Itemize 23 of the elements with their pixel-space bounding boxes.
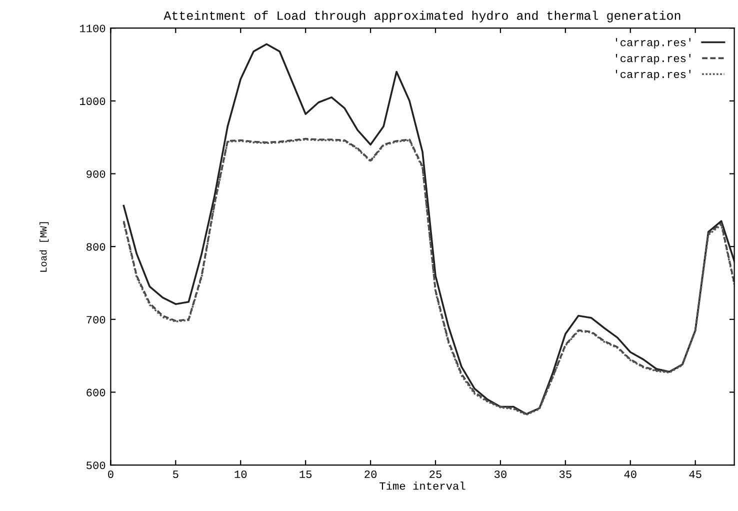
y-tick-label: 500 [86,462,106,470]
legend-label: 'carrap.res' [616,70,690,80]
y-tick-label: 600 [86,388,106,396]
y-tick-label: 900 [86,170,106,178]
y-tick-label: 800 [86,243,106,251]
y-axis-title: Load [MW] [40,222,49,272]
chart-title: Atteintment of Load through approximated hydro and thermal generation [164,10,680,22]
x-tick-label: 45 [689,470,702,478]
x-tick-label: 0 [108,470,114,478]
y-tick-label: 1000 [80,98,106,106]
x-tick-label: 10 [234,470,247,478]
y-tick-label: 1100 [80,24,106,32]
legend-label: 'carrap.res' [616,38,690,48]
x-axis-title: Time interval [380,482,466,490]
x-tick-label: 5 [173,470,178,478]
x-tick-label: 25 [430,470,442,478]
x-tick-label: 40 [624,470,636,478]
legend-label: 'carrap.res' [616,54,690,64]
x-tick-label: 30 [494,470,506,478]
x-tick-label: 35 [559,470,572,478]
y-tick-label: 700 [86,316,106,324]
x-tick-label: 20 [364,470,377,478]
x-tick-label: 15 [300,470,312,478]
